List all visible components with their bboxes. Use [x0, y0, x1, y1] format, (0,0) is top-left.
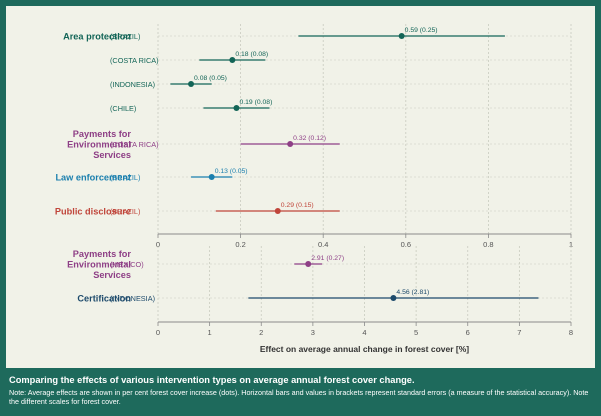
x-tick-label: 0.2 [235, 240, 245, 249]
category-label: Environmental [67, 140, 131, 150]
data-label: 0.19 (0.08) [239, 99, 272, 106]
data-label: 0.29 (0.15) [281, 202, 314, 209]
chart-panel: 0 0.2 0.4 0.6 0.8 1 Area protection (BRAZIL) 0.5… [6, 6, 595, 368]
country-label: (COSTA RICA) [110, 140, 159, 149]
category-label: Environmental [67, 260, 131, 270]
x-tick-label: 0 [156, 328, 160, 337]
x-tick-label: 6 [466, 328, 470, 337]
country-label: (BRAZIL) [110, 207, 140, 216]
data-label: 0.13 (0.05) [215, 168, 248, 175]
mean-dot [229, 57, 236, 63]
x-tick-label: 0.6 [401, 240, 411, 249]
data-label: 0.59 (0.25) [405, 27, 438, 34]
country-label: (INDONESIA) [110, 80, 155, 89]
country-label: (MEXICO) [110, 260, 144, 269]
x-tick-label: 7 [517, 328, 521, 337]
x-tick-label: 5 [414, 328, 418, 337]
country-label: (INDONESIA) [110, 294, 155, 303]
category-label: Area protection [63, 32, 131, 42]
data-label: 0.08 (0.05) [194, 75, 227, 82]
data-label: 0.32 (0.12) [293, 135, 326, 142]
mean-dot [390, 295, 397, 301]
category-label: Public disclosure [55, 207, 131, 217]
category-label: Payments for [73, 249, 132, 259]
x-tick-label: 1 [208, 328, 212, 337]
x-tick-label: 8 [569, 328, 573, 337]
category-label: Services [93, 270, 131, 280]
mean-dot [233, 105, 240, 111]
x-tick-label: 0.4 [318, 240, 328, 249]
category-label: Law enforcement [55, 173, 131, 183]
country-label: (CHILE) [110, 104, 136, 113]
data-label: 4.56 (2.81) [396, 289, 429, 296]
figure-caption: Comparing the effects of various interve… [9, 374, 592, 406]
country-label: (BRAZIL) [110, 173, 140, 182]
caption-note: Note: Average effects are shown in per c… [9, 388, 589, 406]
mean-dot [208, 174, 215, 180]
mean-dot [305, 261, 312, 267]
x-tick-label: 3 [311, 328, 315, 337]
data-label: 2.91 (0.27) [311, 255, 344, 262]
mean-dot [287, 141, 294, 147]
x-tick-label: 0.8 [483, 240, 493, 249]
country-label: (BRAZIL) [110, 32, 140, 41]
category-label: Services [93, 150, 131, 160]
category-label: Payments for [73, 129, 132, 139]
x-axis-label: Effect on average annual change in fores… [260, 344, 469, 354]
mean-dot [188, 81, 195, 87]
mean-dot [274, 208, 281, 214]
x-tick-label: 1 [569, 240, 573, 249]
caption-title: Comparing the effects of various interve… [9, 375, 415, 385]
x-tick-label: 2 [259, 328, 263, 337]
x-tick-label: 4 [362, 328, 366, 337]
country-label: (COSTA RICA) [110, 56, 159, 65]
mean-dot [398, 33, 405, 39]
data-label: 0.18 (0.08) [235, 51, 268, 58]
category-label: Certification [77, 294, 131, 304]
x-tick-label: 0 [156, 240, 160, 249]
